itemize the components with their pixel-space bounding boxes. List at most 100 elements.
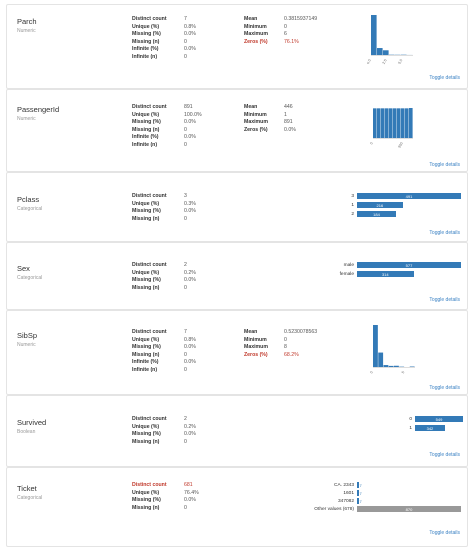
stat-label: Mean xyxy=(244,104,258,110)
histogram-bar xyxy=(409,108,413,138)
freq-bar xyxy=(357,482,359,488)
stat-label: Minimum xyxy=(244,111,267,118)
toggle-details-link[interactable]: Toggle details xyxy=(429,162,460,168)
stat-row: Missing (n) 0 xyxy=(132,352,196,360)
stat-label: Unique (%) xyxy=(132,23,160,30)
stat-row-warning: Zeros (%) 76.1% xyxy=(244,39,317,47)
variable-card-sibsp: SibSp Numeric Distinct count 7 Unique (%)… xyxy=(6,310,468,395)
stat-label: Zeros (%) xyxy=(244,351,268,358)
histogram-tick-label: 5 xyxy=(401,371,405,375)
histogram-bar xyxy=(393,108,397,138)
variable-name: Sex xyxy=(17,264,30,273)
stat-value: 76.4% xyxy=(184,489,199,496)
stat-value: 6 xyxy=(284,31,287,38)
stat-value: 1 xyxy=(284,111,287,118)
toggle-details-link[interactable]: Toggle details xyxy=(429,530,460,536)
freq-row: Other values (678) 870 xyxy=(297,506,461,512)
stat-label: Missing (n) xyxy=(132,504,160,511)
stat-label: Missing (n) xyxy=(132,284,160,291)
stat-row: Unique (%) 0.2% xyxy=(132,424,196,432)
variable-name: Parch xyxy=(17,17,37,26)
stat-value: 2 xyxy=(184,262,187,268)
frequency-bars: CA. 2343 7 1601 7 347082 7 Other values (67… xyxy=(297,482,463,522)
histogram: 0 500 xyxy=(369,108,413,149)
stat-value: 0 xyxy=(184,53,187,60)
stat-row: Minimum 0 xyxy=(244,337,317,345)
stat-value: 0.0% xyxy=(184,119,196,126)
histogram-tick-label: 500 xyxy=(397,142,403,149)
stat-value: 0 xyxy=(184,215,187,222)
toggle-details-link[interactable]: Toggle details xyxy=(429,452,460,458)
histogram-bar xyxy=(388,365,394,367)
stat-row: Unique (%) 0.8% xyxy=(132,24,196,32)
freq-row: male 577 xyxy=(297,262,461,268)
histogram-bar xyxy=(371,15,377,55)
freq-label: 2 xyxy=(351,211,354,217)
frequency-bars: 3 491 1 216 2 184 xyxy=(297,193,463,223)
freq-count: 7 xyxy=(359,490,362,496)
toggle-details-link[interactable]: Toggle details xyxy=(429,230,460,236)
variable-type: Numeric xyxy=(17,342,36,348)
stat-value: 2 xyxy=(184,416,187,422)
histogram-bar xyxy=(373,325,378,367)
toggle-details-link[interactable]: Toggle details xyxy=(429,75,460,81)
stat-row: Mean 446 xyxy=(244,104,296,112)
stat-label: Infinite (n) xyxy=(132,141,158,148)
stat-row: Missing (n) 0 xyxy=(132,39,196,47)
freq-bar: 577 xyxy=(357,262,461,268)
histogram-bar xyxy=(378,352,384,367)
stat-value: 3 xyxy=(184,193,187,199)
stat-row: Missing (%) 0.0% xyxy=(132,344,196,352)
stat-label: Distinct count xyxy=(132,16,167,22)
freq-row: 1601 7 xyxy=(297,490,362,496)
stat-value: 100.0% xyxy=(184,111,202,118)
stat-value: 0 xyxy=(184,504,187,511)
stat-label: Distinct count xyxy=(132,104,167,110)
stat-row: Missing (n) 0 xyxy=(132,285,196,293)
stats-right: Mean 446 Minimum 1 Maximum 891 Zeros (%) 0.0… xyxy=(244,104,296,134)
histogram-bar xyxy=(383,365,389,367)
freq-bar: 216 xyxy=(357,202,403,208)
stat-row: Maximum 6 xyxy=(244,31,317,39)
stat-value: 76.1% xyxy=(284,38,299,45)
variable-card-survived: Survived Boolean Distinct count 2 Unique … xyxy=(6,395,468,467)
stat-value: 0.8% xyxy=(184,336,196,343)
stats-left: Distinct count 681 Unique (%) 76.4% Missin… xyxy=(132,482,199,512)
freq-row: 0 549 xyxy=(403,416,463,422)
toggle-details-link[interactable]: Toggle details xyxy=(429,385,460,391)
freq-row: female 314 xyxy=(297,271,414,277)
stats-left: Distinct count 2 Unique (%) 0.2% Missing (… xyxy=(132,262,196,292)
stat-value: 68.2% xyxy=(284,351,299,358)
stats-right: Mean 0.3815937149 Minimum 0 Maximum 6 Zeros… xyxy=(244,16,317,46)
stats-left: Distinct count 3 Unique (%) 0.3% Missing (… xyxy=(132,193,196,223)
stat-row: Maximum 8 xyxy=(244,344,317,352)
stat-value: 0.0% xyxy=(184,134,196,141)
stat-row: Unique (%) 0.2% xyxy=(132,270,196,278)
stat-value: 0.0% xyxy=(184,277,196,284)
stats-left: Distinct count 7 Unique (%) 0.8% Missing (… xyxy=(132,329,196,375)
freq-label: male xyxy=(343,262,354,268)
stat-label: Missing (%) xyxy=(132,277,161,284)
freq-row: CA. 2343 7 xyxy=(297,482,362,488)
frequency-bars: 0 549 1 342 xyxy=(403,416,465,436)
histogram-bar xyxy=(394,365,399,367)
variable-name: SibSp xyxy=(17,331,38,340)
stat-label: Zeros (%) xyxy=(244,126,268,133)
stat-value: 0 xyxy=(184,351,187,358)
stat-row: Missing (%) 0.0% xyxy=(132,431,196,439)
freq-count: 314 xyxy=(381,271,389,277)
freq-bar xyxy=(357,490,359,496)
stat-value: 0 xyxy=(284,336,287,343)
stat-value: 0.2% xyxy=(184,423,196,430)
stat-value: 0.0% xyxy=(184,344,196,351)
stat-row-warning: Distinct count 681 xyxy=(132,482,199,490)
freq-label: 1 xyxy=(351,202,354,208)
stat-value: 0.0% xyxy=(184,431,196,438)
stat-row: Distinct count 891 xyxy=(132,104,202,112)
stat-label: Infinite (n) xyxy=(132,53,158,60)
freq-label: Other values (678) xyxy=(314,506,354,512)
toggle-details-link[interactable]: Toggle details xyxy=(429,297,460,303)
stat-value: 0.5230078563 xyxy=(284,329,318,335)
stat-label: Distinct count xyxy=(132,262,167,268)
